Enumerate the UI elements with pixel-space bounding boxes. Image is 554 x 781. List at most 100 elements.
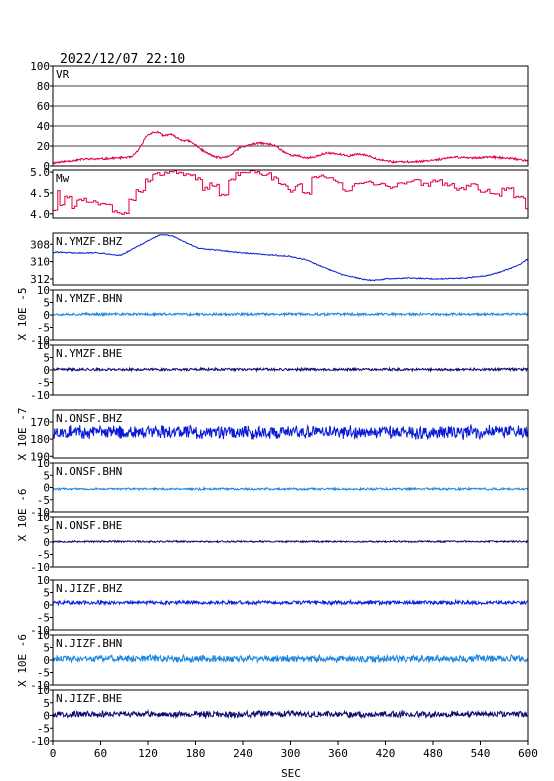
y-axis-unit-label: X 10E -6	[16, 489, 29, 542]
x-tick-label: 540	[471, 747, 491, 760]
y-tick-label: 5	[43, 587, 50, 600]
panel-label: N.JIZF.BHZ	[56, 582, 123, 595]
series-line-n-ymzf-bhe	[52, 366, 529, 373]
series-line-n-ymzf-bhn	[53, 311, 529, 318]
x-tick-label: 0	[50, 747, 57, 760]
y-tick-label: 10	[37, 511, 50, 524]
panel-label: N.ONSF.BHN	[56, 465, 122, 478]
x-axis-label: SEC	[281, 767, 301, 780]
y-tick-label: -5	[37, 377, 50, 390]
series-line-n-onsf-bhe	[52, 539, 529, 544]
y-tick-label: -10	[30, 735, 50, 748]
y-axis-labels: X 10E -5 X 10E -7 X 10E -6 X 10E -6	[16, 288, 29, 687]
y-tick-label: 0	[43, 160, 50, 173]
panel-frame	[52, 232, 529, 286]
panel-frame	[52, 65, 529, 167]
y-tick-label: -5	[37, 722, 50, 735]
y-tick-label: 0	[43, 482, 50, 495]
y-tick-label: -10	[30, 561, 50, 574]
series-line-n-jizf-bhe	[52, 708, 529, 720]
y-tick-label: 0	[43, 710, 50, 723]
y-tick-label: 4.5	[30, 187, 50, 200]
panel-label: N.YMZF.BHN	[56, 292, 122, 305]
y-tick-label: 5	[43, 642, 50, 655]
x-tick-label: 360	[328, 747, 348, 760]
x-tick-label: 180	[186, 747, 206, 760]
panel-n-ymzf-bhz: 308 310 312 N.YMZF.BHZ	[30, 232, 529, 286]
y-tick-label: 0	[43, 654, 50, 667]
y-tick-label: 0	[43, 309, 50, 322]
y-tick-label: 40	[37, 120, 50, 133]
panel-label: Mw	[56, 172, 70, 185]
panel-label: VR	[56, 68, 70, 81]
x-tick-label: 240	[233, 747, 253, 760]
panel-label: N.YMZF.BHZ	[56, 235, 123, 248]
y-tick-label: 5.0	[30, 166, 50, 179]
y-tick-label: 10	[37, 574, 50, 587]
y-tick-label: 312	[30, 273, 50, 286]
panel-label: N.ONSF.BHZ	[56, 412, 123, 425]
panel-frame	[52, 169, 529, 219]
y-tick-label: 310	[30, 256, 50, 269]
panel-n-onsf-bhz: 170 180 190 N.ONSF.BHZ	[30, 409, 529, 463]
series-line-n-jizf-bhn	[52, 653, 529, 664]
y-tick-label: 0	[43, 364, 50, 377]
y-tick-label: 170	[30, 416, 50, 429]
y-tick-label: 5	[43, 697, 50, 710]
panel-label: N.ONSF.BHE	[56, 519, 122, 532]
x-tick-label: 480	[423, 747, 443, 760]
y-tick-label: -5	[37, 322, 50, 335]
series-line-n-ymzf-bhz	[52, 233, 529, 282]
series-line-n-jizf-bhz	[52, 598, 529, 607]
y-tick-label: -10	[30, 679, 50, 692]
panel-label: N.JIZF.BHE	[56, 692, 122, 705]
panel-frame	[52, 516, 529, 568]
panel-frame	[52, 634, 529, 686]
y-axis-unit-label: X 10E -6	[16, 634, 29, 687]
y-tick-label: 80	[37, 80, 50, 93]
y-tick-label: 4.0	[30, 208, 50, 221]
x-tick-label: 600	[518, 747, 538, 760]
y-tick-label: -5	[37, 494, 50, 507]
x-axis: 0 60 120 180 240 300 360 420 480 540 600	[50, 741, 538, 760]
x-tick-label: 420	[376, 747, 396, 760]
panel-frame	[52, 409, 529, 459]
y-tick-label: 5	[43, 352, 50, 365]
y-tick-label: 5	[43, 297, 50, 310]
y-tick-label: -5	[37, 549, 50, 562]
y-tick-label: 190	[30, 450, 50, 463]
y-tick-label: -10	[30, 389, 50, 402]
y-tick-label: 308	[30, 238, 50, 251]
panels-layer: 100806040200VR5.04.54.0Mw308310312N.YMZF…	[30, 60, 529, 748]
x-tick-label: 120	[138, 747, 158, 760]
panel-label: N.JIZF.BHN	[56, 637, 122, 650]
panel-frame	[52, 289, 529, 341]
series-line-n-onsf-bhn	[52, 486, 529, 492]
y-tick-label: 10	[37, 457, 50, 470]
y-tick-label: 10	[37, 284, 50, 297]
y-tick-label: -10	[30, 334, 50, 347]
date-time-header: 2022/12/07 22:10	[60, 52, 185, 67]
y-tick-label: 0	[43, 599, 50, 612]
series-line-mw	[53, 169, 529, 215]
panel-vr: 100 80 60 40 20 0 VR	[30, 60, 529, 173]
y-tick-label: -5	[37, 667, 50, 680]
y-axis-unit-label: X 10E -5	[16, 288, 29, 341]
panel-mw: 5.0 4.5 4.0 Mw	[30, 166, 529, 221]
panel-frame	[52, 462, 529, 513]
panel-label: N.YMZF.BHE	[56, 347, 122, 360]
y-tick-label: 60	[37, 100, 50, 113]
x-tick-label: 300	[281, 747, 301, 760]
y-tick-label: 100	[30, 60, 50, 73]
y-tick-label: 5	[43, 469, 50, 482]
y-tick-label: -10	[30, 506, 50, 519]
panel-frame	[52, 579, 529, 631]
y-tick-label: -5	[37, 612, 50, 625]
y-tick-label: 180	[30, 433, 50, 446]
